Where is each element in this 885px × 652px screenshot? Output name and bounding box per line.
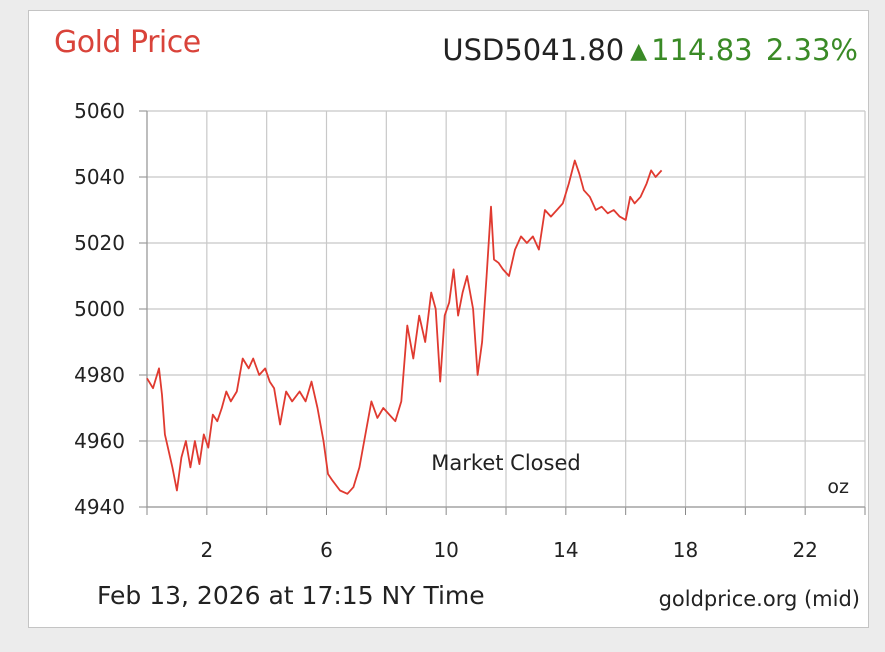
y-tick-label: 5060 <box>74 99 125 123</box>
y-tick-label: 4940 <box>74 495 125 519</box>
price-change-percent: 2.33% <box>765 33 858 67</box>
price-series-line <box>146 159 663 495</box>
timestamp: Feb 13, 2026 at 17:15 NY Time <box>97 581 485 610</box>
gold-price-widget: Gold Price USD5041.80 ▲ 114.83 2.33% 4940 4… <box>28 10 869 628</box>
unit-label: oz <box>827 476 849 498</box>
market-status-annotation: Market Closed <box>431 451 580 475</box>
y-tick-label: 4960 <box>74 429 125 453</box>
up-triangle-icon: ▲ <box>630 39 648 64</box>
x-tick-label: 14 <box>553 538 578 562</box>
x-tick-label: 6 <box>320 538 333 562</box>
x-tick-label: 2 <box>200 538 213 562</box>
y-tick-label: 4980 <box>74 363 125 387</box>
price-change: 114.83 <box>651 33 753 67</box>
y-tick-label: 5000 <box>74 297 125 321</box>
x-tick-label: 10 <box>433 538 458 562</box>
x-tick-label: 18 <box>673 538 698 562</box>
x-tick-label: 22 <box>792 538 817 562</box>
source-credit: goldprice.org (mid) <box>658 587 860 611</box>
price-summary: USD5041.80 ▲ 114.83 2.33% <box>442 33 858 67</box>
y-tick-label: 5040 <box>74 165 125 189</box>
chart-title: Gold Price <box>54 25 201 60</box>
price-line-chart: 4940 4960 4980 5000 5020 5040 5060 2 6 10 14 18 22 Ma… <box>74 99 866 562</box>
current-price: USD5041.80 <box>442 33 625 67</box>
y-tick-label: 5020 <box>74 231 125 255</box>
